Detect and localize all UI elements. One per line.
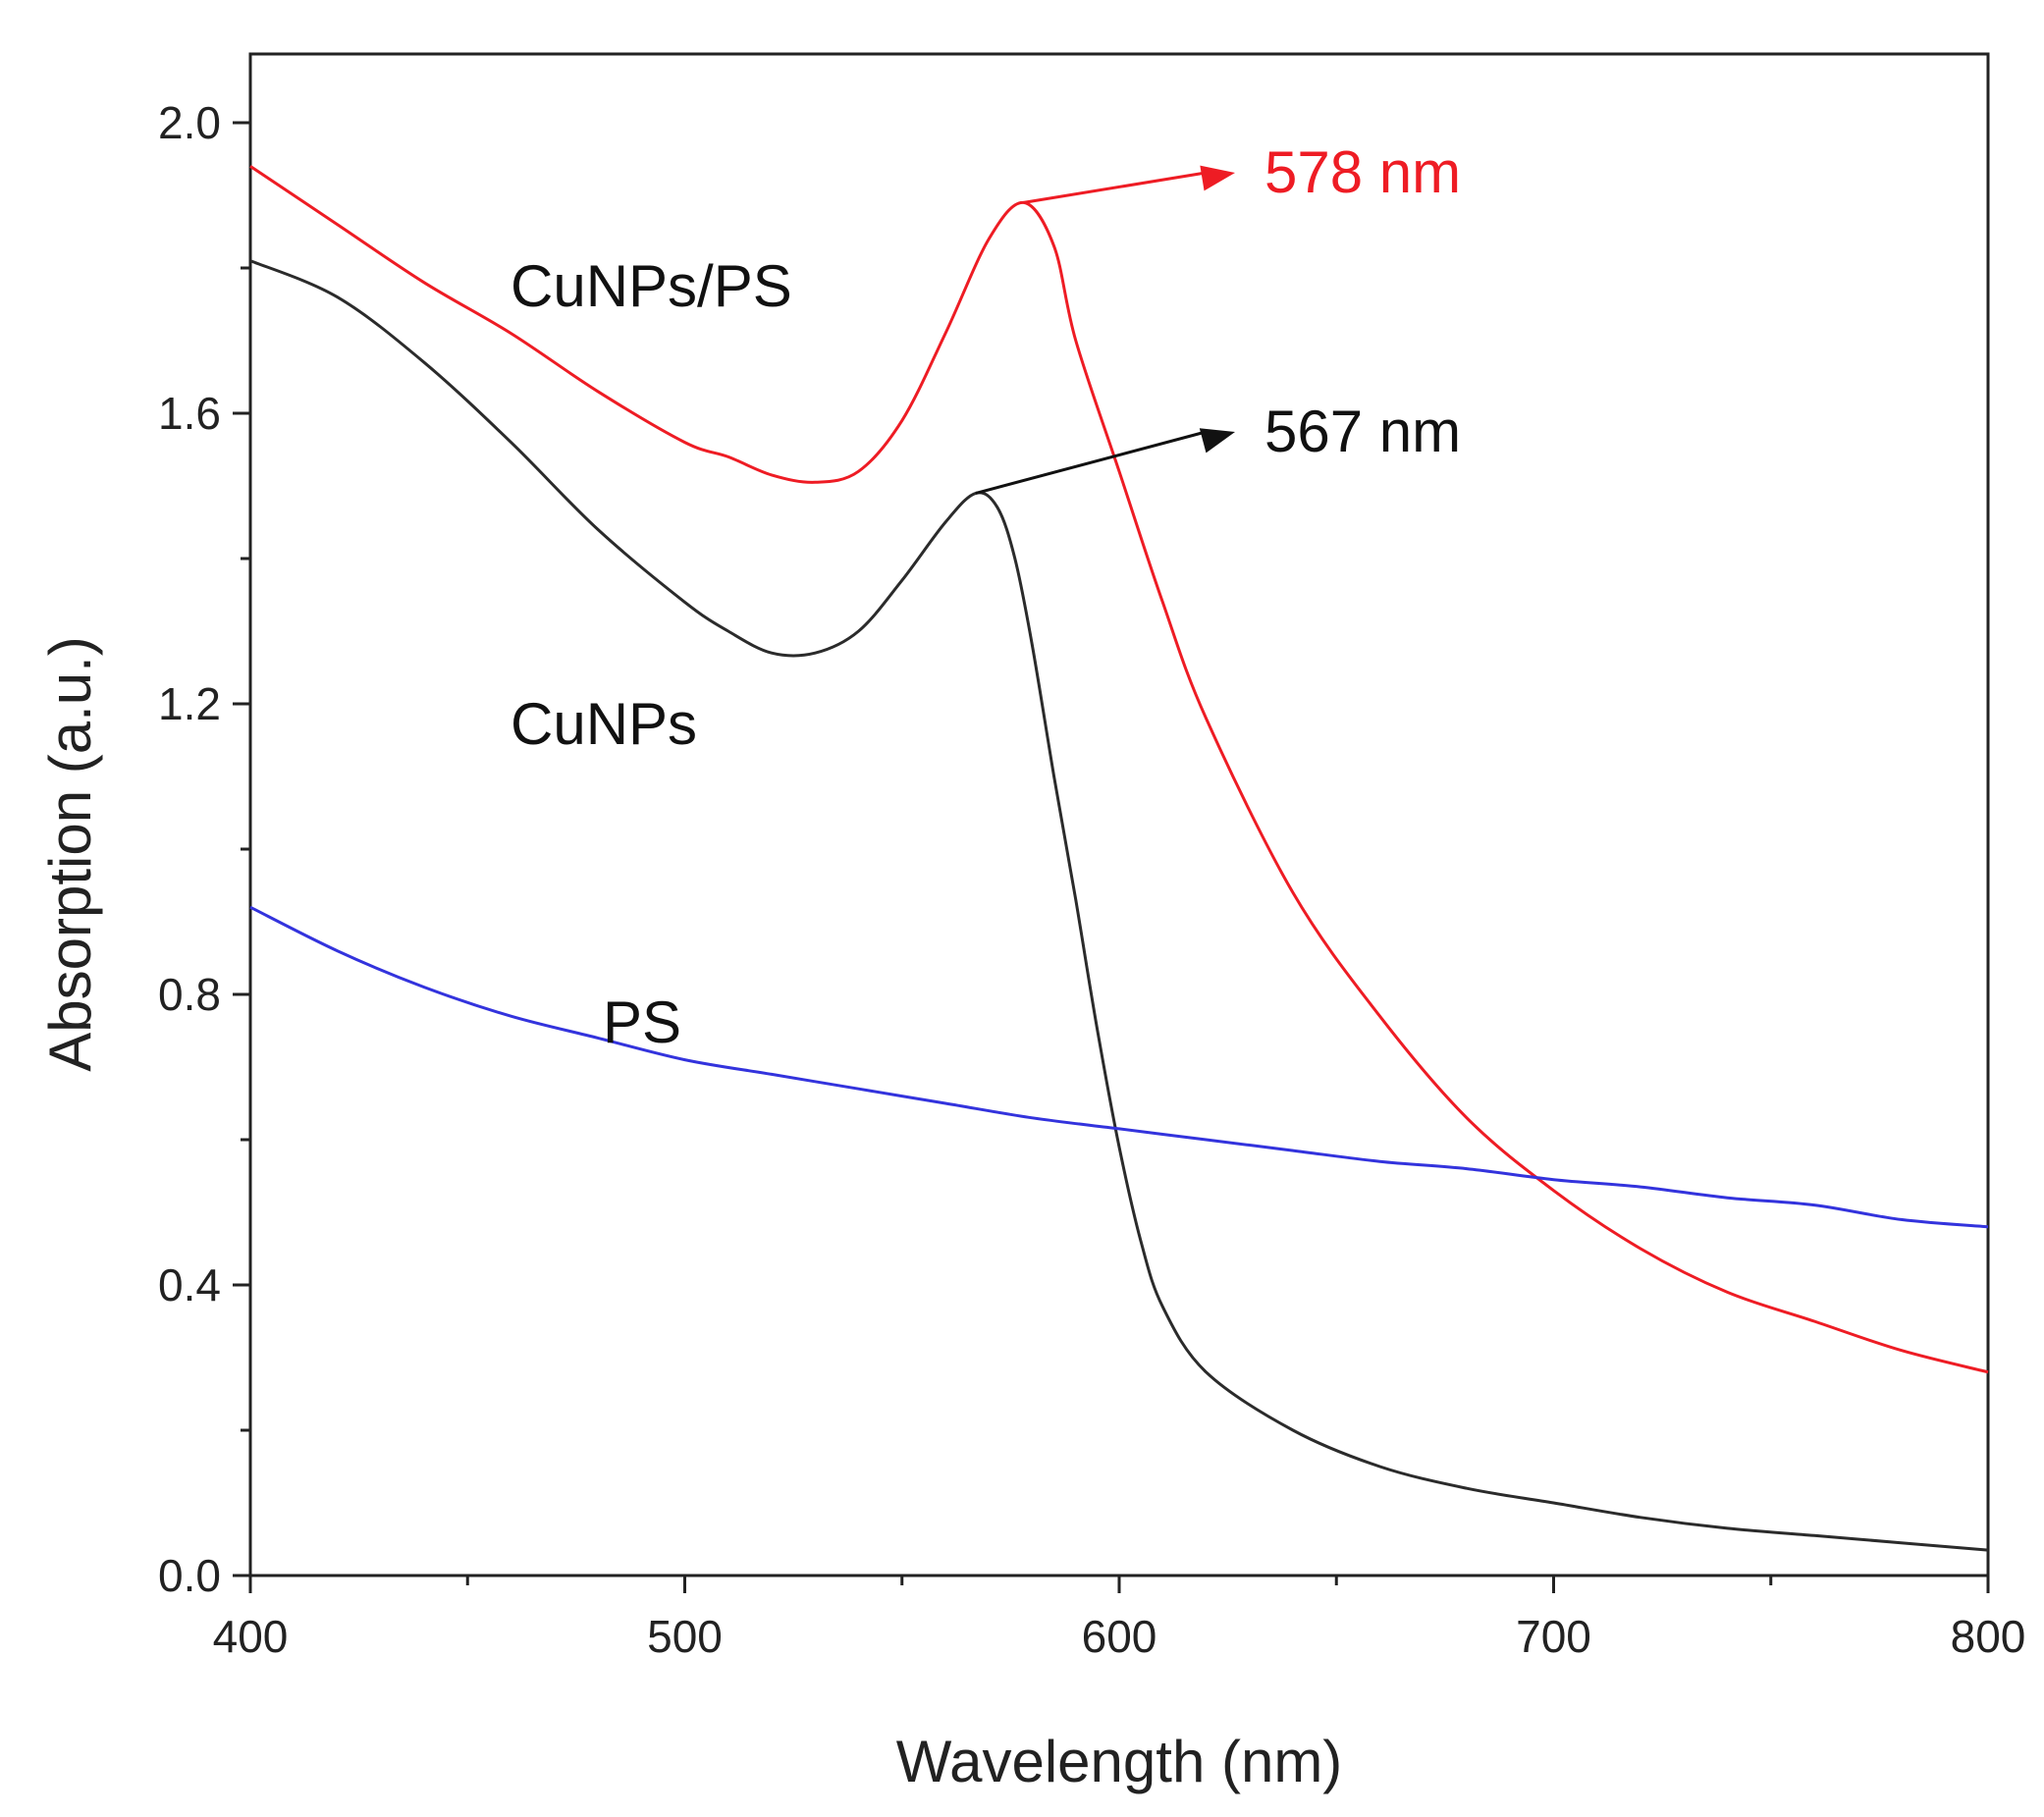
peak-arrows	[975, 165, 1235, 495]
peak-arrow-head	[1199, 428, 1235, 454]
y-axis-title: Absorption (a.u.)	[37, 636, 103, 1072]
series-curves	[249, 165, 1989, 1552]
y-tick-label: 0.0	[158, 1550, 221, 1601]
series-label-ps: PS	[603, 989, 681, 1055]
x-tick-label: 400	[213, 1611, 289, 1662]
peak-label-578nm: 578 nm	[1264, 139, 1461, 205]
y-tick-label: 1.2	[158, 678, 221, 729]
y-tick-label: 0.4	[158, 1259, 221, 1310]
peak-arrow-line	[975, 430, 1207, 495]
peak-arrow-line	[1023, 171, 1207, 204]
series-line-cunps	[249, 259, 1989, 1552]
y-tick-label: 2.0	[158, 97, 221, 148]
x-tick-label: 700	[1516, 1611, 1591, 1662]
series-line-ps	[249, 905, 1989, 1229]
tick-labels: 400 500 600 700 800 0.0 0.4 0.8 1.2 1.6 2.0	[158, 97, 2025, 1662]
axis-ticks	[233, 121, 1990, 1593]
y-tick-label: 0.8	[158, 969, 221, 1020]
x-tick-label: 800	[1951, 1611, 2026, 1662]
series-label-cunps: CuNPs	[511, 691, 697, 757]
peak-arrow-head	[1200, 165, 1235, 191]
peak-label-567nm: 567 nm	[1264, 399, 1461, 464]
y-tick-label: 1.6	[158, 388, 221, 439]
x-tick-label: 600	[1082, 1611, 1157, 1662]
x-axis-title: Wavelength (nm)	[896, 1729, 1343, 1794]
series-line-cunps-ps	[249, 165, 1989, 1374]
series-label-cunps-ps: CuNPs/PS	[511, 253, 792, 319]
x-tick-label: 500	[647, 1611, 723, 1662]
